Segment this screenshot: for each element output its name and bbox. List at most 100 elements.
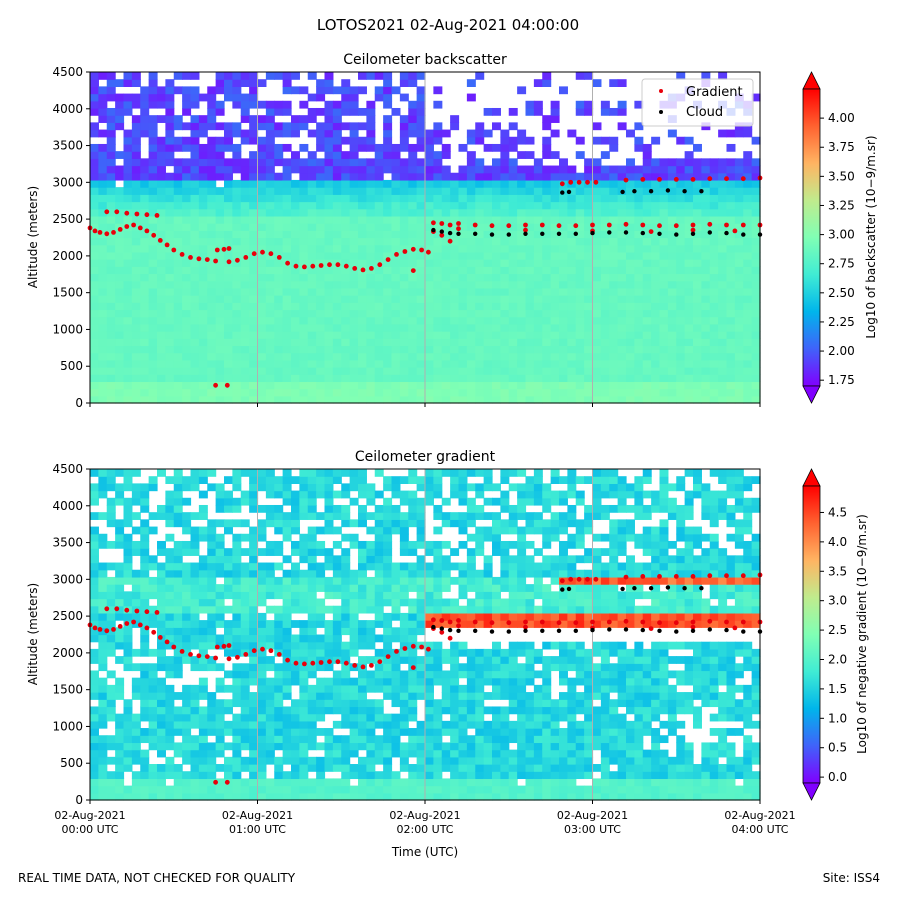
- heatmap-cell: [90, 259, 99, 267]
- heatmap-cell: [123, 483, 133, 492]
- heatmap-cell: [441, 512, 451, 520]
- heatmap-cell: [123, 612, 133, 621]
- heatmap-cell: [249, 122, 259, 131]
- heatmap-cell: [600, 179, 610, 188]
- heatmap-cell: [734, 259, 744, 267]
- heatmap-cell: [165, 742, 175, 751]
- heatmap-cell: [215, 735, 225, 744]
- heatmap-cell: [316, 187, 326, 195]
- heatmap-cell: [743, 323, 753, 332]
- heatmap-cell: [316, 584, 326, 592]
- heatmap-cell: [475, 273, 485, 282]
- heatmap-cell: [592, 208, 602, 217]
- heatmap-cell: [282, 179, 292, 188]
- heatmap-cell: [450, 395, 460, 404]
- heatmap-cell: [592, 122, 602, 131]
- heatmap-cell: [508, 374, 518, 383]
- heatmap-cell: [257, 713, 267, 722]
- heatmap-cell: [667, 230, 677, 239]
- heatmap-cell: [232, 792, 242, 801]
- heatmap-cell: [349, 201, 359, 210]
- heatmap-cell: [416, 656, 426, 664]
- heatmap-cell: [324, 122, 334, 131]
- heatmap-cell: [425, 165, 434, 174]
- heatmap-cell: [433, 605, 443, 614]
- heatmap-cell: [416, 569, 426, 578]
- heatmap-cell: [240, 497, 250, 506]
- heatmap-cell: [165, 287, 175, 296]
- heatmap-cell: [416, 533, 426, 542]
- heatmap-cell: [282, 388, 292, 397]
- heatmap-cell: [198, 764, 208, 772]
- heatmap-cell: [224, 728, 233, 736]
- heatmap-cell: [441, 605, 451, 614]
- heatmap-cell: [500, 259, 510, 267]
- heatmap-cell: [341, 569, 351, 578]
- heatmap-cell: [500, 316, 510, 325]
- gradient-point: [377, 262, 383, 268]
- heatmap-cell: [533, 208, 543, 217]
- heatmap-cell: [374, 778, 384, 787]
- heatmap-cell: [726, 244, 736, 253]
- heatmap-cell: [626, 374, 635, 383]
- heatmap-cell: [341, 548, 351, 556]
- heatmap-cell: [115, 338, 125, 347]
- heatmap-cell: [517, 187, 527, 195]
- heatmap-cell: [500, 244, 510, 253]
- heatmap-cell: [274, 143, 284, 152]
- heatmap-cell: [182, 497, 192, 506]
- heatmap-cell: [508, 208, 518, 217]
- heatmap-cell: [718, 158, 728, 167]
- heatmap-cell: [366, 562, 376, 571]
- heatmap-cell: [659, 223, 669, 231]
- heatmap-cell: [123, 359, 133, 368]
- heatmap-cell: [483, 331, 493, 339]
- heatmap-cell: [291, 728, 300, 736]
- heatmap-cell: [341, 562, 351, 571]
- heatmap-cell: [651, 244, 661, 253]
- heatmap-cell: [140, 280, 150, 289]
- heatmap-cell: [148, 792, 158, 801]
- heatmap-cell: [358, 771, 367, 780]
- heatmap-cell: [391, 165, 401, 174]
- heatmap-cell: [106, 295, 116, 303]
- heatmap-cell: [500, 280, 510, 289]
- heatmap-cell: [399, 287, 409, 296]
- heatmap-cell: [274, 540, 284, 549]
- heatmap-cell: [257, 352, 267, 361]
- heatmap-cell: [232, 504, 242, 513]
- heatmap-cell: [542, 323, 552, 332]
- heatmap-cell: [383, 194, 393, 203]
- heatmap-cell: [123, 93, 133, 102]
- heatmap-cell: [190, 338, 200, 347]
- heatmap-cell: [207, 548, 217, 556]
- heatmap-cell: [316, 395, 326, 404]
- heatmap-cell: [642, 345, 652, 354]
- heatmap-cell: [416, 670, 426, 679]
- heatmap-cell: [148, 223, 158, 231]
- backscatter-ylabel: Altitude (meters): [26, 186, 40, 288]
- heatmap-cell: [316, 143, 326, 152]
- gradient-point: [690, 222, 696, 228]
- heatmap-cell: [115, 641, 125, 650]
- heatmap-cell: [617, 223, 627, 231]
- heatmap-cell: [609, 79, 619, 87]
- heatmap-cell: [383, 158, 393, 167]
- heatmap-cell: [274, 107, 284, 116]
- heatmap-cell: [718, 352, 728, 361]
- heatmap-cell: [249, 735, 259, 744]
- heatmap-cell: [123, 395, 133, 404]
- heatmap-cell: [634, 331, 644, 339]
- heatmap-cell: [517, 338, 527, 347]
- heatmap-cell: [106, 612, 116, 621]
- heatmap-cell: [349, 251, 359, 260]
- heatmap-cell: [743, 280, 753, 289]
- heatmap-cell: [433, 201, 443, 210]
- heatmap-cell: [90, 273, 99, 282]
- heatmap-cell: [274, 476, 284, 484]
- heatmap-cell: [374, 273, 384, 282]
- heatmap-cell: [734, 316, 744, 325]
- heatmap-cell: [358, 476, 367, 484]
- heatmap-cell: [324, 381, 334, 390]
- heatmap-cell: [634, 201, 644, 210]
